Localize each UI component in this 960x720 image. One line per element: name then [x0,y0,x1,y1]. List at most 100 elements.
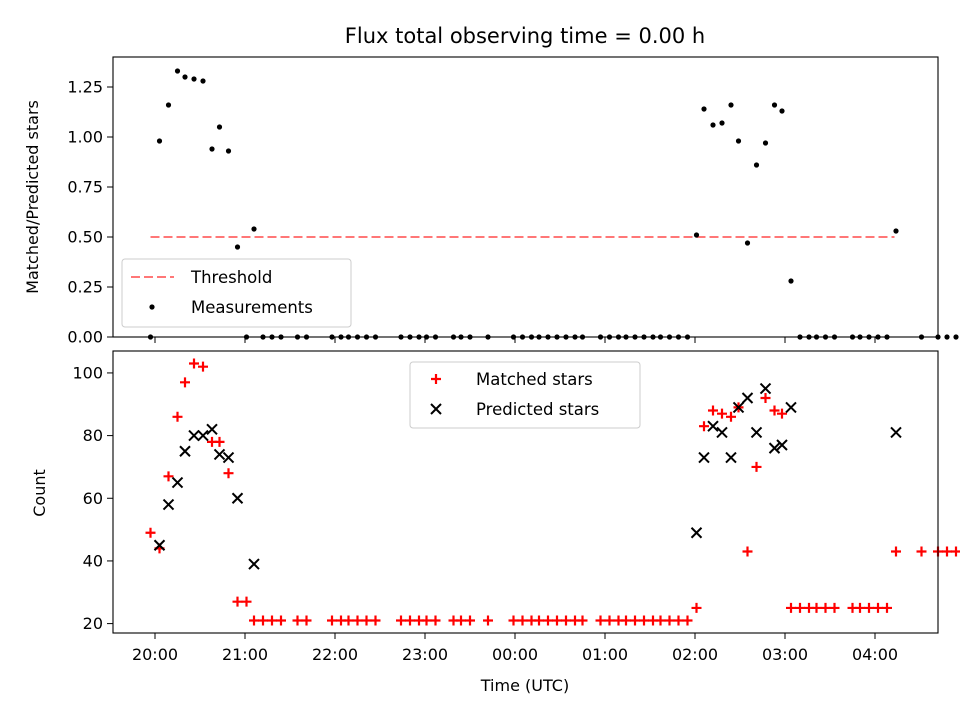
predicted-star-point [213,448,226,461]
top-plot-frame [112,56,939,338]
predicted-star-point [153,539,166,551]
predicted-star-point [171,476,184,489]
matched-star-point [232,596,243,607]
matched-star-point [882,602,892,613]
top-y-tick-label: 1.00 [67,128,103,147]
matched-star-point [951,546,960,557]
x-tick-label: 21:00 [222,645,268,664]
measurement-point [200,78,206,84]
matched-star-point [421,615,432,626]
chart-title: Flux total observing time = 0.00 h [345,24,705,48]
predicted-star-point [741,392,754,404]
measurement-point [744,240,751,246]
matched-star-point [942,546,952,557]
top-y-ticks: 0.00 0.25 0.50 0.75 1.00 1.25 [67,78,113,347]
measurement-point [693,232,700,238]
matched-star-point [682,615,693,626]
measurement-point [156,138,163,144]
matched-star-point [223,468,234,479]
predicted-star-point [768,442,781,454]
predicted-star-point [162,498,175,511]
measurement-point [174,68,181,74]
bottom-x-ticks: 20:00 21:00 22:00 23:00 00:00 01:00 02:00 03:00… [132,633,898,664]
matched-star-point [630,615,640,626]
matched-star-point [769,405,780,416]
matched-star-point [873,602,883,613]
predicted-star-point [750,426,763,439]
matched-star-point [717,408,727,419]
measurement-point [165,102,172,108]
matched-star-point [699,421,709,432]
matched-star-point [664,615,675,626]
measurement-point [953,334,959,340]
matched-star-point [751,461,762,472]
predicted-star-point [759,382,772,395]
matched-star-point [405,615,415,626]
measurement-point [701,106,707,112]
bottom-panel: 20 40 60 80 100 20:00 21:00 22:00 23:00 00:00 01:… [30,350,960,695]
top-marks [147,68,959,340]
matched-star-point [396,615,406,626]
predicted-star-point [197,429,209,442]
measurement-point [728,102,734,108]
measurement-point [234,244,241,250]
top-y-tick-label: 1.25 [67,78,103,97]
matched-star-point [595,615,606,626]
matched-star-point [267,615,277,626]
matched-star-point [786,602,796,613]
legend-measurements-label: Measurements [191,298,313,317]
matched-star-point [795,602,805,613]
bottom-y-tick-label: 100 [72,363,103,382]
matched-star-point [811,602,822,613]
matched-star-point [760,393,771,403]
matched-star-point [163,471,174,482]
bottom-marks [145,358,960,626]
matched-star-point [508,615,519,626]
matched-star-point [621,615,631,626]
bottom-y-ticks: 20 40 60 80 100 [72,363,113,633]
predicted-star-point [890,426,902,439]
matched-star-point [561,615,571,626]
predicted-star-point [707,420,719,432]
bottom-y-tick-label: 20 [83,614,103,633]
matched-star-point [691,602,702,613]
top-panel: 0.00 0.25 0.50 0.75 1.00 1.25 Matched/Predict… [23,56,959,347]
predicted-star-point [188,429,200,442]
measurement-point [779,108,785,114]
matched-star-point [172,411,183,422]
bottom-y-axis-label: Count [30,469,49,517]
measurement-point [225,148,232,154]
predicted-star-point [690,527,703,539]
top-legend-box [121,258,352,328]
predicted-star-point [716,426,728,439]
measurement-point [753,162,760,168]
bottom-legend: Matched stars Predicted stars [409,361,641,429]
matched-star-point [430,615,441,626]
matched-star-point [241,596,252,607]
x-axis-label: Time (UTC) [480,676,569,695]
measurement-point [191,76,197,82]
matched-star-point [361,615,372,626]
matched-star-point [292,615,303,626]
top-y-axis-label: Matched/Predicted stars [23,100,42,294]
measurement-point [944,334,950,340]
measurement-point [735,138,742,144]
matched-star-point [577,615,588,626]
matched-star-point [465,615,475,626]
matched-star-point [145,527,156,538]
matched-star-point [249,615,259,626]
predicted-star-point [179,445,191,457]
predicted-star-point [231,492,244,504]
legend-matched-label: Matched stars [476,370,593,389]
bottom-y-tick-label: 80 [83,426,103,445]
matched-star-point [276,615,286,626]
measurement-point [788,278,794,284]
matched-star-point [655,615,666,626]
measurement-point [771,102,778,108]
matched-star-point [855,602,865,613]
top-x-ticks [154,337,876,343]
top-y-tick-label: 0.25 [67,278,103,297]
matched-star-point [534,615,544,626]
matched-star-point [198,361,208,372]
matched-star-point [726,411,736,422]
